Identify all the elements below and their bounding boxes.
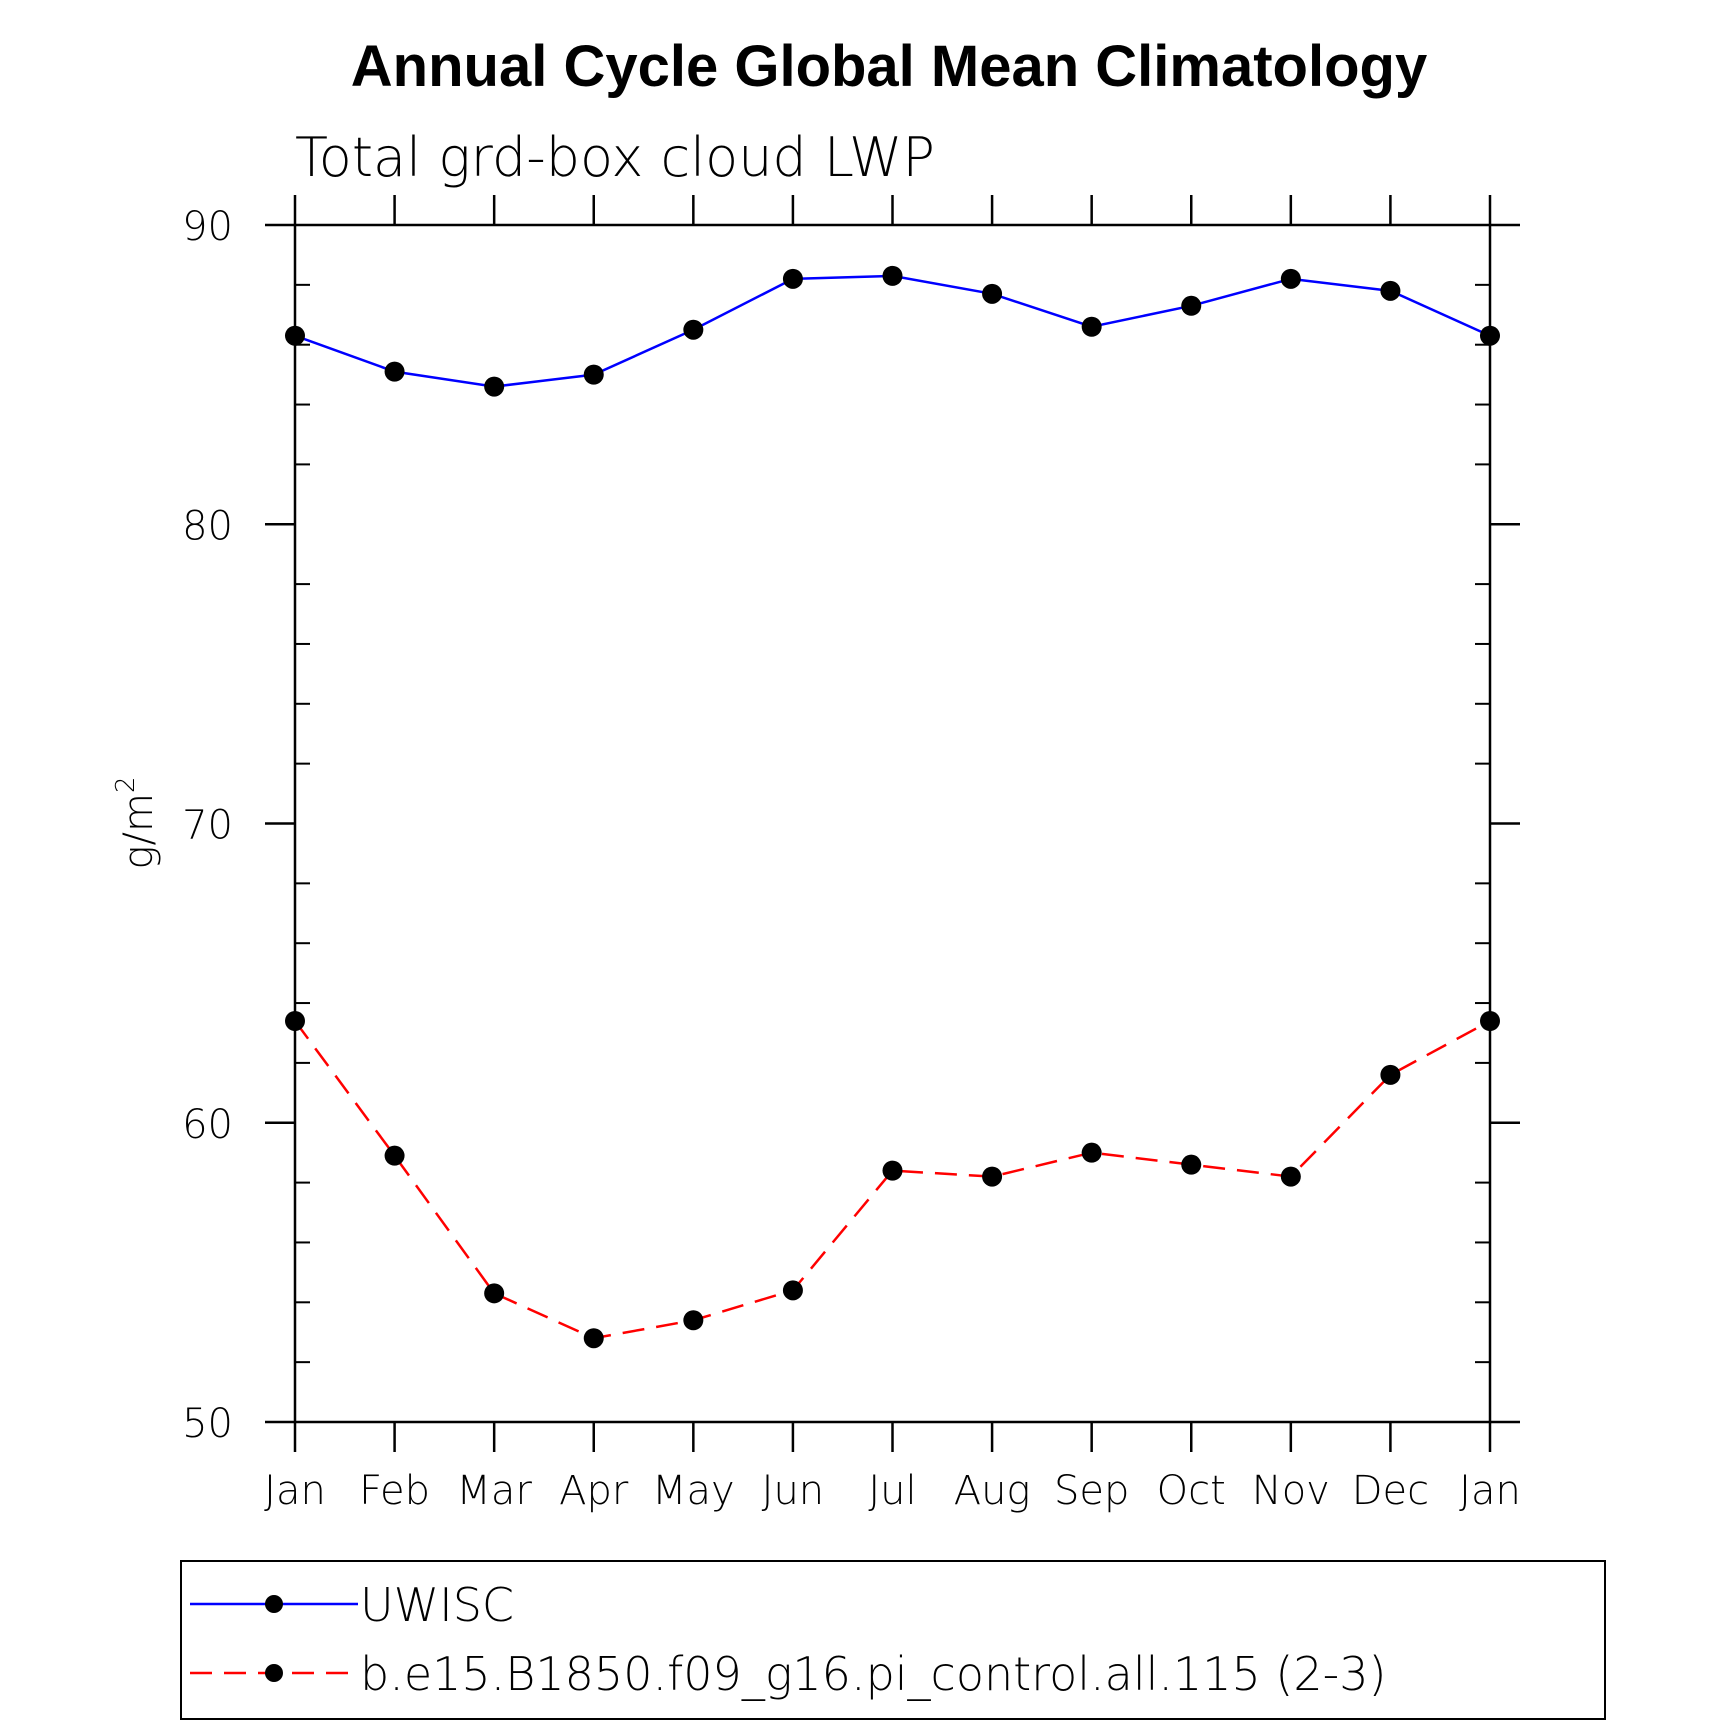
axes: Jan Feb Mar Apr May Jun Jul Aug Sep Oct Nov Dec Jan 5… [182, 195, 1521, 1514]
data-point [1081, 316, 1102, 337]
data-point [285, 1011, 305, 1032]
legend-label-uwisc: UWISC [360, 1578, 514, 1632]
x-tick-label: Feb [359, 1468, 430, 1514]
data-point [1480, 325, 1500, 346]
x-tick-label: Jun [762, 1468, 825, 1514]
legend: UWISC b.e15.B1850.f09_g16.pi_control.all… [180, 1560, 1606, 1720]
y-axis-label-superscript: 2 [111, 777, 141, 794]
legend-marker-control [265, 1664, 283, 1682]
data-point [1181, 295, 1202, 316]
y-tick-label: 60 [182, 1102, 233, 1148]
x-tick-label: Sep [1054, 1468, 1129, 1514]
series-0 [285, 265, 1500, 397]
x-tick-label: May [652, 1468, 735, 1514]
data-point [1380, 1064, 1401, 1085]
legend-box [180, 1560, 1606, 1720]
legend-marker-uwisc [265, 1595, 283, 1613]
data-point [1380, 280, 1401, 301]
data-point [782, 1280, 803, 1301]
data-point [982, 1166, 1003, 1187]
data-point [982, 283, 1003, 304]
data-point [782, 268, 803, 289]
series-line [294, 274, 1491, 388]
data-point [285, 325, 305, 346]
y-tick-label: 80 [182, 503, 233, 549]
x-tick-label: Jan [1459, 1468, 1521, 1514]
data-point [882, 1160, 903, 1181]
x-tick-label: Mar [456, 1468, 532, 1514]
chart-subtitle: Total grd-box cloud LWP [295, 126, 935, 189]
svg-text:g/m2: g/m2 [111, 777, 162, 870]
data-point [1081, 1142, 1102, 1163]
x-tick-label: Nov [1252, 1468, 1330, 1514]
y-axis-label-text: g/m [116, 793, 162, 869]
x-tick-label: Jan [264, 1468, 326, 1514]
data-point [1181, 1154, 1202, 1175]
data-point [384, 361, 405, 382]
plot-frame [293, 223, 1492, 1424]
x-tick-label: Jul [868, 1468, 916, 1514]
plot-area [285, 265, 1500, 1349]
y-tick-label: 70 [182, 803, 233, 849]
y-axis-label: g/m2 [111, 777, 162, 870]
y-tick-label: 90 [182, 204, 233, 250]
x-tick-label: Dec [1352, 1468, 1429, 1514]
legend-label-control: b.e15.B1850.f09_g16.pi_control.all.115 (… [360, 1647, 1386, 1701]
x-tick-label: Oct [1157, 1468, 1226, 1514]
y-tick-label: 50 [182, 1401, 233, 1447]
data-point [484, 376, 505, 397]
chart-title: Annual Cycle Global Mean Climatology [351, 34, 1427, 99]
data-point [1280, 1166, 1301, 1187]
data-point [683, 1310, 704, 1331]
data-point [1480, 1011, 1500, 1032]
data-point [484, 1283, 505, 1304]
data-point [384, 1145, 405, 1166]
x-tick-label: Aug [954, 1468, 1031, 1514]
data-point [583, 1328, 604, 1349]
series-1 [285, 1011, 1500, 1349]
data-point [1280, 268, 1301, 289]
data-point [583, 364, 604, 385]
data-point [683, 319, 704, 340]
x-tick-label: Apr [559, 1468, 629, 1514]
data-point [882, 265, 903, 286]
